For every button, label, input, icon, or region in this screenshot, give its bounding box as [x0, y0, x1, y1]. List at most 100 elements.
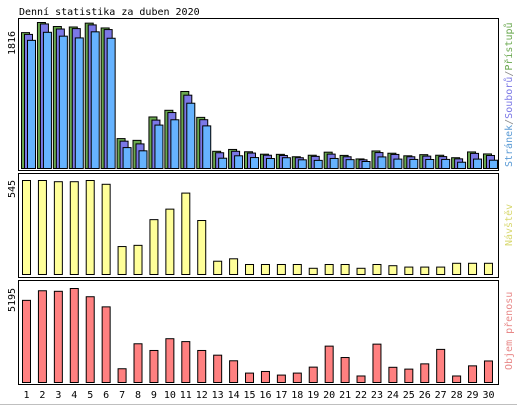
kbytes-bar — [149, 349, 159, 383]
visits-bar — [452, 262, 462, 276]
day-label: 29 — [467, 390, 479, 401]
kbytes-legend: Objem přenosu — [503, 292, 515, 370]
visits-bar — [372, 263, 382, 276]
kbytes-bar — [245, 372, 255, 383]
day-label: 17 — [275, 390, 287, 401]
kbytes-bar — [165, 338, 175, 383]
kbytes-bar — [388, 366, 398, 384]
kbytes-bar — [37, 290, 47, 383]
kbytes-bar — [372, 343, 382, 384]
day-label: 6 — [103, 390, 109, 401]
day-label: 13 — [212, 390, 224, 401]
visits-bar — [483, 262, 493, 276]
pages-bar — [393, 158, 403, 169]
visits-bar — [436, 266, 446, 276]
kbytes-bar — [133, 343, 143, 383]
legend-files: Souborů — [503, 77, 515, 119]
kbytes-bar — [436, 348, 446, 383]
visits-bar — [69, 181, 79, 275]
day-label: 16 — [259, 390, 271, 401]
day-label: 9 — [151, 390, 157, 401]
pages-bar — [202, 125, 212, 169]
pages-bar — [281, 157, 291, 169]
kbytes-bar — [53, 290, 63, 384]
kbytes-panel — [18, 280, 499, 385]
pages-bar — [90, 31, 100, 170]
kbytes-bar — [22, 299, 31, 383]
visits-bar — [388, 265, 398, 276]
pages-bar — [42, 31, 52, 170]
legend-sep-2: / — [504, 71, 515, 77]
pages-bar — [329, 157, 339, 169]
visits-bar — [22, 180, 31, 275]
kbytes-bar — [308, 366, 318, 383]
visits-bar — [420, 266, 430, 276]
kbytes-bar — [340, 357, 350, 384]
visits-bar — [260, 263, 270, 276]
visits-panel — [18, 173, 499, 278]
day-labels: 1 2 3 4 5 6 7 8 9 10 11 12 13 14 15 16 17 18 19 20 21 22 23 24 2… — [23, 390, 494, 401]
kbytes-bar — [468, 365, 478, 383]
kbytes-bar — [404, 368, 414, 383]
visits-bar — [404, 266, 414, 276]
pages-bar — [457, 161, 467, 170]
pages-bar — [234, 155, 244, 170]
day-label: 3 — [55, 390, 61, 401]
visits-legend: Návštěv — [503, 204, 515, 246]
day-label: 2 — [39, 390, 45, 401]
legend-sep-1: / — [504, 119, 515, 125]
day-label: 25 — [403, 390, 415, 401]
visits-bar — [181, 192, 191, 275]
kbytes-bar — [324, 345, 334, 383]
day-label: 15 — [243, 390, 255, 401]
kbytes-bar — [181, 341, 191, 384]
visits-bar — [245, 263, 255, 276]
pages-bar — [27, 39, 36, 169]
visits-bar — [468, 262, 478, 276]
day-label: 18 — [291, 390, 303, 401]
pages-bar — [218, 157, 228, 169]
visits-bar — [276, 263, 286, 276]
day-label: 20 — [323, 390, 335, 401]
visits-bar — [197, 220, 207, 275]
kbytes-max-label: 5195 — [7, 288, 18, 312]
visits-bar — [117, 246, 127, 275]
pages-bar — [154, 124, 164, 169]
day-label: 10 — [164, 390, 176, 401]
kbytes-bar — [229, 360, 239, 383]
visits-bar — [292, 263, 302, 276]
visits-bar — [133, 244, 143, 276]
hits-legend: Stránek/Souborů/Přístupů — [503, 22, 515, 167]
kbytes-bar — [213, 354, 223, 384]
kbytes-bar — [117, 368, 127, 384]
day-label: 4 — [71, 390, 77, 401]
legend-pages: Stránek — [503, 125, 515, 167]
day-label: 26 — [419, 390, 431, 401]
visits-max-label: 545 — [7, 180, 18, 198]
pages-bar — [361, 161, 371, 170]
pages-bar — [122, 147, 132, 170]
visits-bar — [165, 208, 175, 275]
hits-bars — [21, 22, 498, 170]
kbytes-bar — [356, 375, 366, 384]
day-label: 1 — [23, 390, 29, 401]
visits-bar — [356, 267, 366, 276]
kbytes-bars — [22, 288, 493, 384]
day-label: 8 — [135, 390, 141, 401]
day-label: 5 — [87, 390, 93, 401]
visits-bar — [37, 180, 47, 275]
pages-bar — [345, 159, 355, 169]
day-label: 22 — [355, 390, 367, 401]
kbytes-bar — [101, 306, 111, 383]
kbytes-bar — [452, 375, 462, 384]
kbytes-bar — [420, 363, 430, 384]
pages-bar — [488, 159, 498, 169]
day-label: 27 — [435, 390, 447, 401]
day-label: 11 — [180, 390, 192, 401]
visits-bars — [22, 180, 493, 276]
day-label: 7 — [119, 390, 125, 401]
kbytes-bar — [483, 360, 493, 383]
pages-bar — [409, 158, 419, 169]
visits-bar — [85, 180, 95, 275]
pages-bar — [186, 102, 196, 169]
